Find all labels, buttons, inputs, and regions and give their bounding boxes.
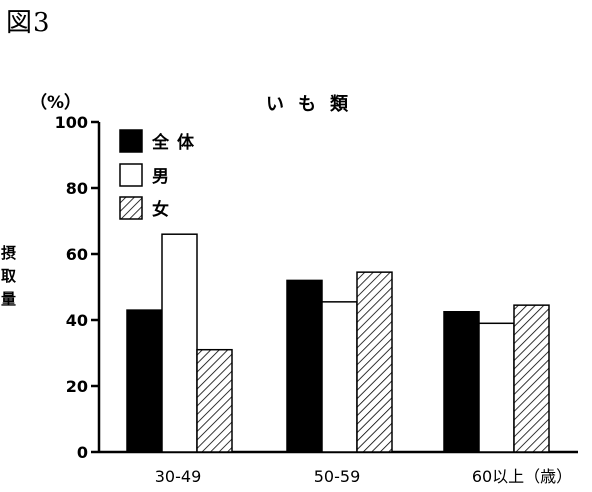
figure-label: 図3 (6, 8, 51, 38)
legend-swatch (119, 129, 143, 153)
legend-label: 男 (152, 167, 177, 187)
y-tick-label: 0 (77, 443, 88, 462)
x-tick-label: 60以上（歳） (472, 467, 572, 486)
y-axis-label: 摂取量 (0, 244, 17, 314)
legend-label: 全体 (151, 132, 202, 153)
y-tick-label: 20 (66, 377, 88, 396)
bar-男-0 (161, 233, 198, 453)
bar-男-2 (478, 322, 515, 453)
bar-女-2 (513, 304, 550, 453)
bar-全体-1 (286, 279, 323, 453)
legend-swatch (119, 163, 143, 187)
x-tick-label: 30-49 (155, 467, 202, 486)
y-tick-label: 60 (66, 245, 88, 264)
bar-男-1 (321, 301, 358, 453)
bar-女-1 (356, 271, 393, 453)
chart-title: いも類 (266, 94, 362, 115)
bars-group (126, 233, 550, 453)
y-tick-label: 100 (55, 113, 88, 132)
legend-label: 女 (152, 199, 177, 220)
unit-label: （%） (30, 92, 81, 113)
bar-全体-0 (126, 309, 163, 453)
bar-女-0 (196, 348, 233, 453)
legend-swatch (119, 196, 143, 220)
y-axis-ticks: 0 20 40 60 80 100 (55, 113, 99, 462)
y-tick-label: 40 (66, 311, 88, 330)
bar-全体-2 (443, 311, 480, 453)
x-axis-labels: 30-49 50-59 60以上（歳） (155, 467, 572, 486)
y-tick-label: 80 (66, 179, 88, 198)
x-tick-label: 50-59 (314, 467, 361, 486)
